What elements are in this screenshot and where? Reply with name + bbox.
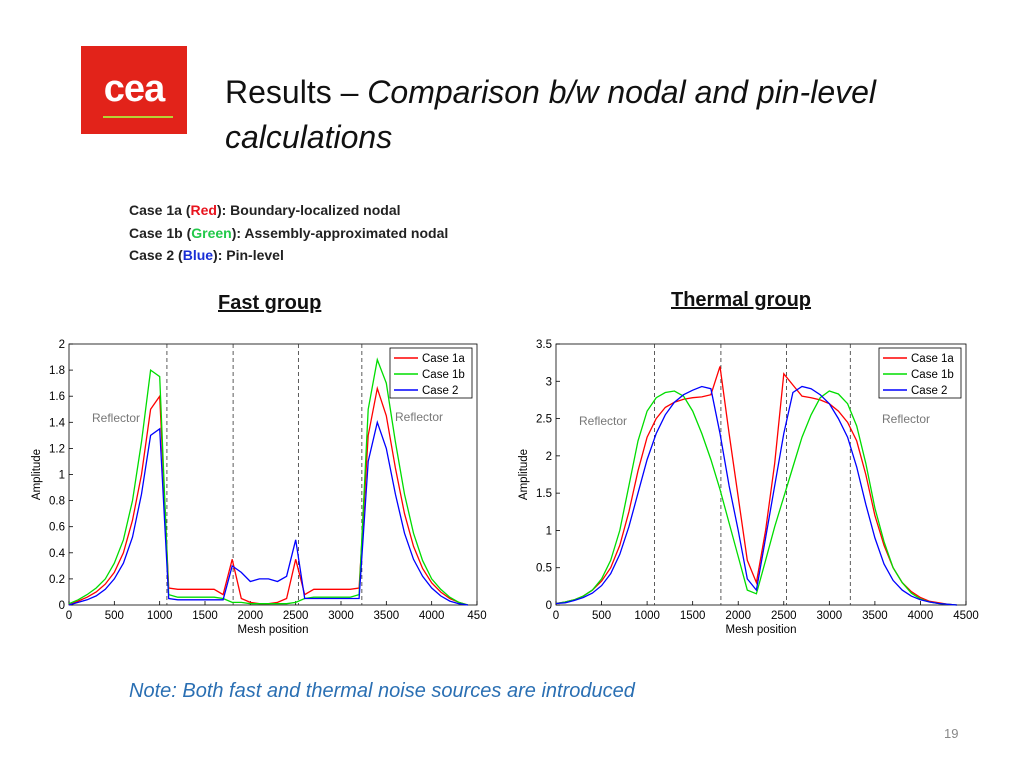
y-axis-label: Amplitude <box>31 449 43 500</box>
case-list: Case 1a (Red): Boundary-localized nodal C… <box>129 199 448 267</box>
x-tick-label: 4000 <box>419 610 445 622</box>
x-tick-label: 2000 <box>725 610 751 622</box>
legend-label: Case 2 <box>422 385 458 397</box>
y-tick-label: 0.2 <box>49 574 65 586</box>
annotation: Reflector <box>92 411 140 425</box>
data-line <box>555 390 957 606</box>
case-after: ): Pin-level <box>213 247 284 263</box>
case-color-word: Red <box>190 202 217 218</box>
case-after: ): Boundary-localized nodal <box>216 202 401 218</box>
y-axis-label: Amplitude <box>518 449 530 500</box>
case-before: Case 1a ( <box>129 202 191 218</box>
case-item: Case 1b (Green): Assembly-approximated n… <box>129 222 448 245</box>
chart-title: Fast group <box>218 292 322 314</box>
y-tick-label: 3 <box>546 376 552 388</box>
x-tick-label: 0 <box>66 610 72 622</box>
x-tick-label: 500 <box>592 610 611 622</box>
y-tick-label: 1 <box>546 525 552 537</box>
x-tick-label: 1000 <box>634 610 660 622</box>
x-tick-label: 500 <box>105 610 124 622</box>
chart: 0 500 1000 1500 2000 2500 3000 3500 4000 45000.20… <box>31 339 487 636</box>
y-tick-label: 0 <box>59 600 65 612</box>
note: Note: Both fast and thermal noise source… <box>129 680 635 702</box>
x-tick-label: 450 <box>467 610 486 622</box>
y-tick-label: 1.6 <box>49 391 65 403</box>
x-axis-label: Mesh position <box>726 624 797 636</box>
legend-label: Case 1a <box>911 353 954 365</box>
x-tick-label: 1500 <box>192 610 218 622</box>
annotation: Reflector <box>395 410 443 424</box>
x-tick-label: 2500 <box>283 610 309 622</box>
x-tick-label: 3000 <box>817 610 843 622</box>
data-line <box>68 419 468 606</box>
page-number: 19 <box>944 726 959 741</box>
x-tick-label: 4500 <box>953 610 979 622</box>
y-tick-label: 0.5 <box>536 563 552 575</box>
x-tick-label: 4000 <box>908 610 934 622</box>
y-tick-label: 2.5 <box>536 414 552 426</box>
x-tick-label: 0 <box>553 610 559 622</box>
legend-label: Case 1b <box>911 369 954 381</box>
case-item: Case 1a (Red): Boundary-localized nodal <box>129 199 448 222</box>
legend-label: Case 2 <box>911 385 947 397</box>
y-tick-label: 0.8 <box>49 496 65 508</box>
x-tick-label: 1000 <box>147 610 173 622</box>
title-prefix: Results – <box>225 74 368 110</box>
case-after: ): Assembly-approximated nodal <box>231 224 449 241</box>
case-color-word: Blue <box>182 247 214 263</box>
slide-title: Results – Comparison b/w nodal and pin-l… <box>225 70 905 160</box>
x-axis-label: Mesh position <box>238 624 309 636</box>
logo-text: cea <box>103 68 165 110</box>
y-tick-label: 2 <box>546 451 552 463</box>
y-tick-label: 2 <box>59 339 65 351</box>
chart-title: Thermal group <box>671 289 812 311</box>
y-tick-label: 0 <box>546 600 552 612</box>
x-tick-label: 2000 <box>238 610 264 622</box>
legend-label: Case 1a <box>422 353 465 365</box>
case-item: Case 2 (Blue): Pin-level <box>129 244 448 267</box>
y-tick-label: 0.6 <box>49 522 65 534</box>
x-tick-label: 3500 <box>862 610 888 622</box>
case-color-word: Green <box>191 224 232 241</box>
annotation: Reflector <box>579 414 627 428</box>
chart: 0 500 1000 1500 2000 2500 3000 3500 4000 4500 0 0.5… <box>518 339 979 636</box>
y-tick-label: 1.2 <box>49 443 65 455</box>
legend-label: Case 1b <box>422 369 465 381</box>
x-tick-label: 2500 <box>771 610 797 622</box>
y-tick-label: 1.4 <box>49 417 66 429</box>
title-emphasis: Comparison b/w nodal and pin-level calcu… <box>225 74 877 155</box>
data-line <box>68 357 469 606</box>
y-tick-label: 1 <box>59 470 65 482</box>
logo: cea <box>81 46 187 134</box>
x-tick-label: 1500 <box>680 610 706 622</box>
case-before: Case 2 ( <box>129 247 183 263</box>
y-tick-label: 1.5 <box>536 488 552 500</box>
x-tick-label: 3500 <box>374 610 400 622</box>
annotation: Reflector <box>882 412 930 426</box>
y-tick-label: 0.4 <box>49 548 66 560</box>
data-line <box>555 385 957 606</box>
y-tick-label: 3.5 <box>536 339 552 351</box>
y-tick-label: 1.8 <box>49 365 65 377</box>
case-before: Case 1b ( <box>129 224 192 241</box>
x-tick-label: 3000 <box>328 610 354 622</box>
